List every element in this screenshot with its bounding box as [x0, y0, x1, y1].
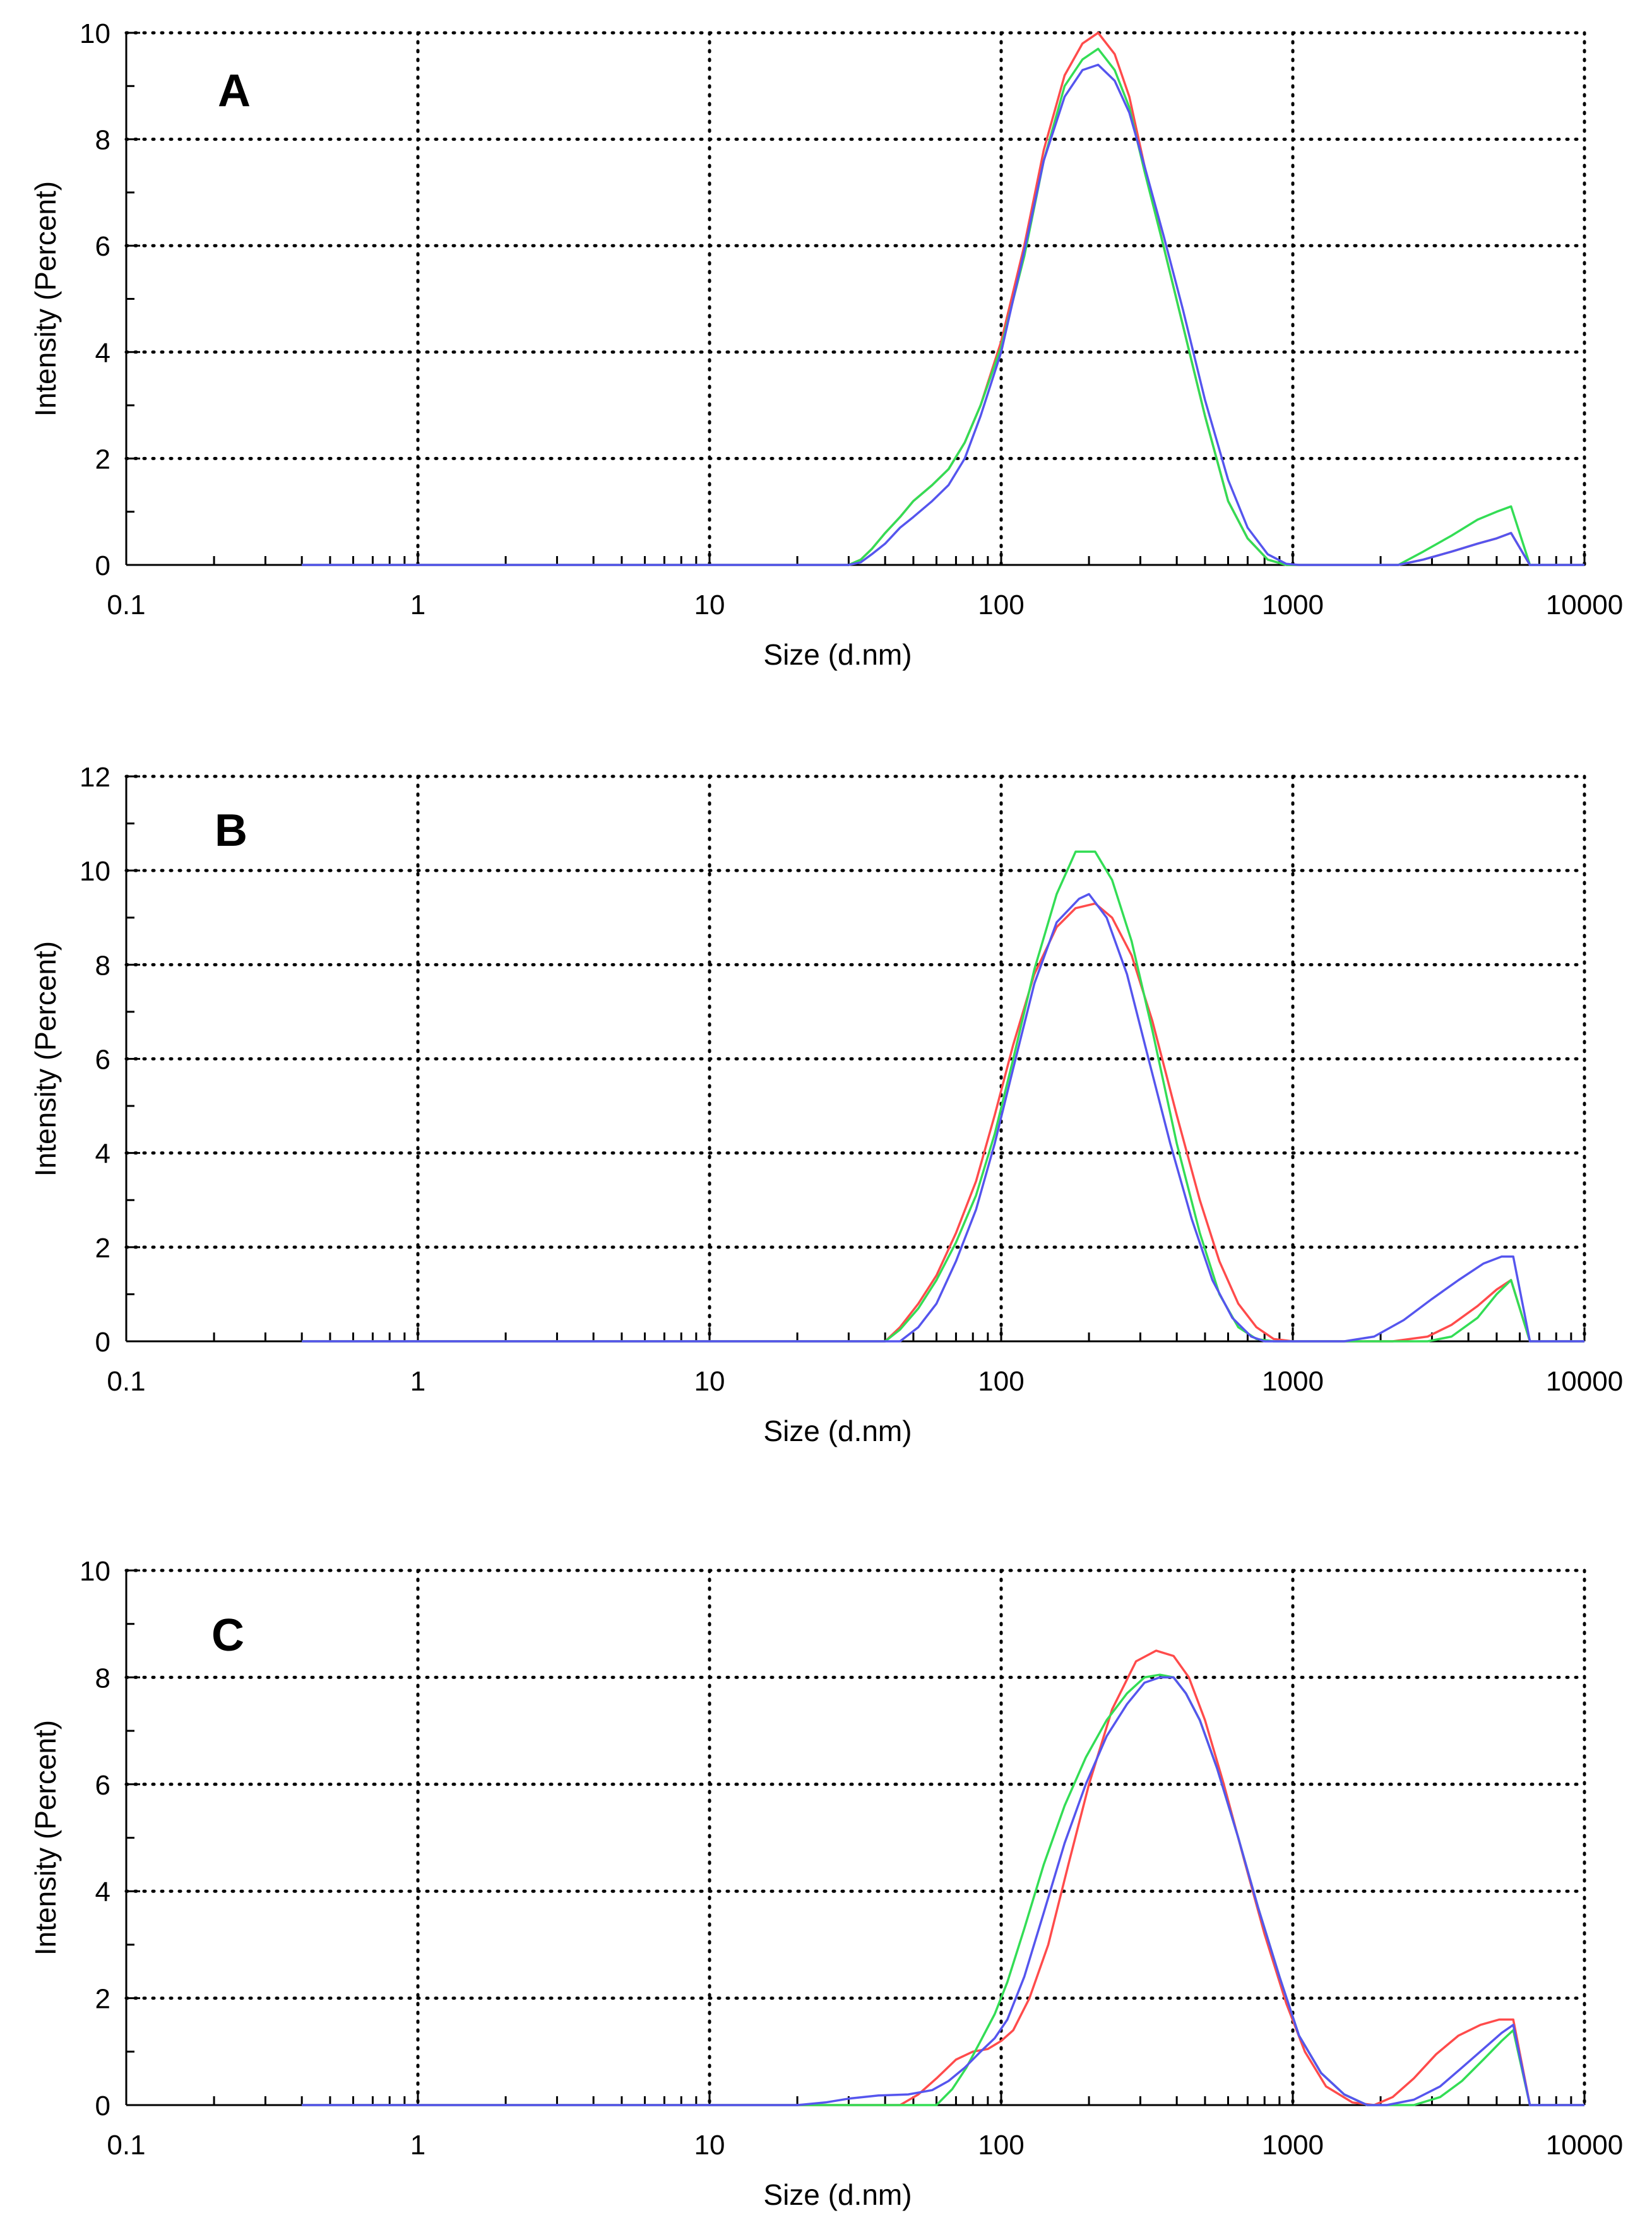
x-tick-label: 10	[694, 590, 725, 620]
series-line-blue	[302, 63, 1584, 566]
x-tick-label: 0.1	[107, 1366, 145, 1397]
y-tick-label: 8	[95, 125, 110, 156]
x-tick-label: 100	[978, 2130, 1024, 2161]
y-axis-title: Intensity (Percent)	[29, 941, 62, 1177]
series-line-red	[302, 1649, 1584, 2106]
y-tick-label: 10	[80, 18, 110, 49]
y-axis-title: Intensity (Percent)	[29, 181, 62, 417]
panel-label: A	[218, 66, 251, 116]
y-tick-label: 2	[95, 1233, 110, 1264]
x-tick-label: 1000	[1262, 2130, 1324, 2161]
y-tick-label: 6	[95, 1770, 110, 1801]
x-tick-label: 100	[978, 590, 1024, 620]
y-tick-label: 8	[95, 1663, 110, 1694]
x-tick-label: 10	[694, 1366, 725, 1397]
y-tick-label: 6	[95, 1045, 110, 1076]
x-tick-label: 100	[978, 1366, 1024, 1397]
x-axis-title: Size (d.nm)	[763, 1415, 912, 1447]
y-tick-label: 2	[95, 1984, 110, 2015]
x-axis-title: Size (d.nm)	[763, 638, 912, 671]
y-tick-label: 4	[95, 338, 110, 369]
x-tick-label: 0.1	[107, 590, 145, 620]
x-tick-label: 1	[410, 2130, 425, 2161]
y-tick-label: 4	[95, 1139, 110, 1170]
y-tick-label: 0	[95, 2091, 110, 2121]
series-line-red	[302, 902, 1584, 1343]
x-tick-label: 10000	[1546, 2130, 1623, 2161]
y-tick-label: 10	[80, 1556, 110, 1587]
chart-panel-a: 0.1 1 10 100 1000 10000 0 2 4 6 8 10 Size (d.nm) Inte…	[29, 18, 1623, 671]
y-axis-title: Intensity (Percent)	[29, 1720, 62, 1955]
chart-panel-b: 0.1 1 10 100 1000 10000 0 2 4 6 8 10 12 Size (d.nm) In…	[29, 762, 1623, 1447]
series-line-blue	[302, 893, 1584, 1343]
series-line-green	[302, 47, 1584, 566]
y-tick-label: 10	[80, 856, 110, 887]
y-tick-label: 4	[95, 1877, 110, 1908]
y-tick-label: 6	[95, 231, 110, 262]
x-tick-label: 10	[694, 2130, 725, 2161]
series-line-blue	[302, 1676, 1584, 2106]
series-line-green	[302, 850, 1584, 1343]
y-tick-label: 0	[95, 1327, 110, 1358]
x-tick-label: 1000	[1262, 590, 1324, 620]
series-line-red	[302, 32, 1584, 566]
x-tick-label: 1	[410, 1366, 425, 1397]
y-tick-label: 0	[95, 550, 110, 581]
y-tick-label: 8	[95, 950, 110, 981]
x-axis-title: Size (d.nm)	[763, 2178, 912, 2211]
x-tick-label: 10000	[1546, 590, 1623, 620]
y-tick-label: 12	[80, 762, 110, 793]
chart-panel-c: 0.1 1 10 100 1000 10000 0 2 4 6 8 10 Size (d.nm) Inte…	[29, 1556, 1623, 2211]
y-tick-label: 2	[95, 444, 110, 475]
panel-label: B	[215, 805, 247, 856]
x-tick-label: 1	[410, 590, 425, 620]
x-tick-label: 0.1	[107, 2130, 145, 2161]
x-tick-label: 1000	[1262, 1366, 1324, 1397]
x-tick-label: 10000	[1546, 1366, 1623, 1397]
panel-label: C	[211, 1610, 244, 1661]
